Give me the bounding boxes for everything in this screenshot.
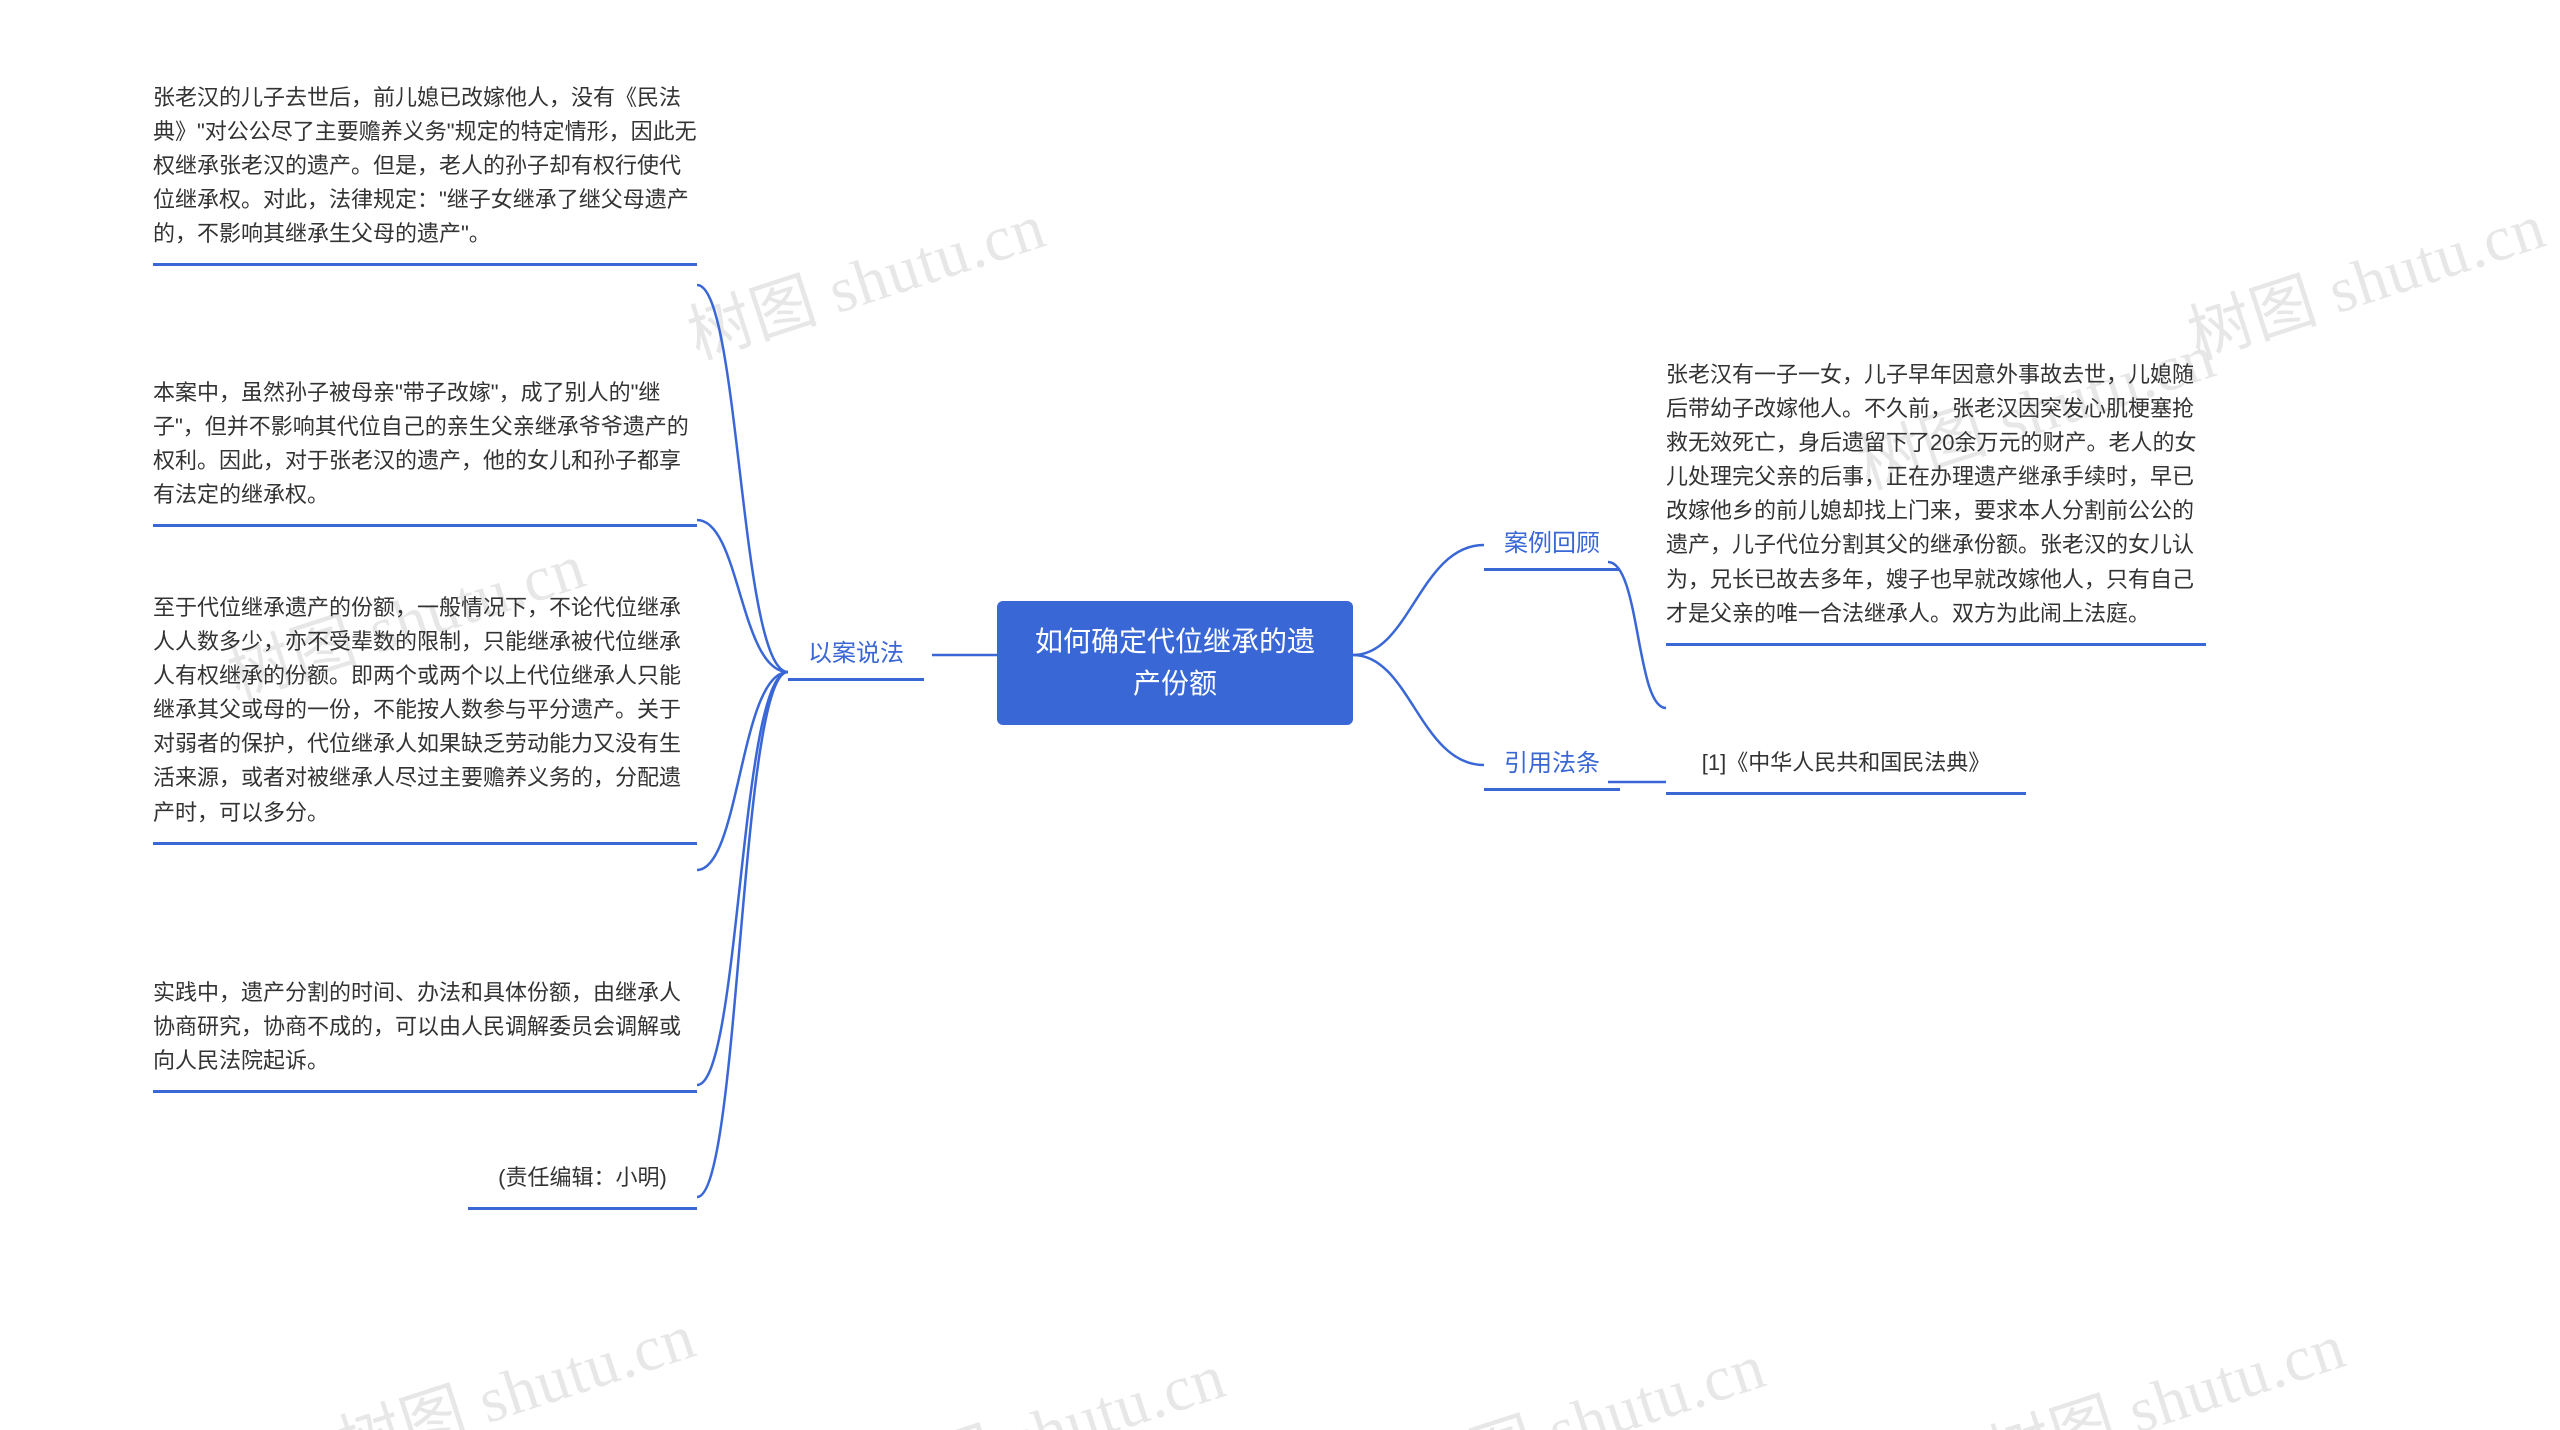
leaf-left-2: 至于代位继承遗产的份额，一般情况下，不论代位继承人人数多少，亦不受辈数的限制，只… bbox=[153, 585, 697, 845]
branch-left-label: 以案说法 bbox=[808, 633, 904, 668]
branch-right-1: 引用法条 bbox=[1484, 733, 1620, 791]
leaf-right-0-text: 张老汉有一子一女，儿子早年因意外事故去世，儿媳随后带幼子改嫁他人。不久前，张老汉… bbox=[1666, 358, 2206, 631]
root-title: 如何确定代位继承的遗产份额 bbox=[1025, 621, 1325, 705]
watermark: 树图 shutu.cn bbox=[1395, 1315, 1775, 1430]
mindmap-canvas: 树图 shutu.cn 树图 shutu.cn 树图 shutu.cn 树图 s… bbox=[0, 0, 2560, 1430]
leaf-left-2-text: 至于代位继承遗产的份额，一般情况下，不论代位继承人人数多少，亦不受辈数的限制，只… bbox=[153, 591, 697, 830]
branch-right-0-label: 案例回顾 bbox=[1504, 523, 1600, 558]
leaf-right-0: 张老汉有一子一女，儿子早年因意外事故去世，儿媳随后带幼子改嫁他人。不久前，张老汉… bbox=[1666, 352, 2206, 646]
branch-left: 以案说法 bbox=[788, 623, 924, 681]
leaf-left-1: 本案中，虽然孙子被母亲"带子改嫁"，成了别人的"继子"，但并不影响其代位自己的亲… bbox=[153, 370, 697, 527]
leaf-left-4-text: (责任编辑：小明) bbox=[498, 1161, 667, 1195]
leaf-left-3: 实践中，遗产分割的时间、办法和具体份额，由继承人协商研究，协商不成的，可以由人民… bbox=[153, 970, 697, 1093]
leaf-left-0: 张老汉的儿子去世后，前儿媳已改嫁他人，没有《民法典》"对公公尽了主要赡养义务"规… bbox=[153, 75, 697, 266]
leaf-left-3-text: 实践中，遗产分割的时间、办法和具体份额，由继承人协商研究，协商不成的，可以由人民… bbox=[153, 976, 697, 1078]
leaf-left-0-text: 张老汉的儿子去世后，前儿媳已改嫁他人，没有《民法典》"对公公尽了主要赡养义务"规… bbox=[153, 81, 697, 251]
watermark: 树图 shutu.cn bbox=[675, 175, 1055, 377]
root-node: 如何确定代位继承的遗产份额 bbox=[997, 601, 1353, 725]
leaf-right-1: [1]《中华人民共和国民法典》 bbox=[1666, 740, 2026, 795]
watermark: 树图 shutu.cn bbox=[325, 1285, 705, 1430]
branch-right-1-label: 引用法条 bbox=[1504, 743, 1600, 778]
branch-right-0: 案例回顾 bbox=[1484, 513, 1620, 571]
watermark: 树图 shutu.cn bbox=[855, 1325, 1235, 1430]
leaf-right-1-text: [1]《中华人民共和国民法典》 bbox=[1702, 746, 1990, 780]
watermark: 树图 shutu.cn bbox=[1975, 1295, 2355, 1430]
watermark: 树图 shutu.cn bbox=[2175, 175, 2555, 377]
leaf-left-4: (责任编辑：小明) bbox=[468, 1155, 697, 1210]
leaf-left-1-text: 本案中，虽然孙子被母亲"带子改嫁"，成了别人的"继子"，但并不影响其代位自己的亲… bbox=[153, 376, 697, 512]
